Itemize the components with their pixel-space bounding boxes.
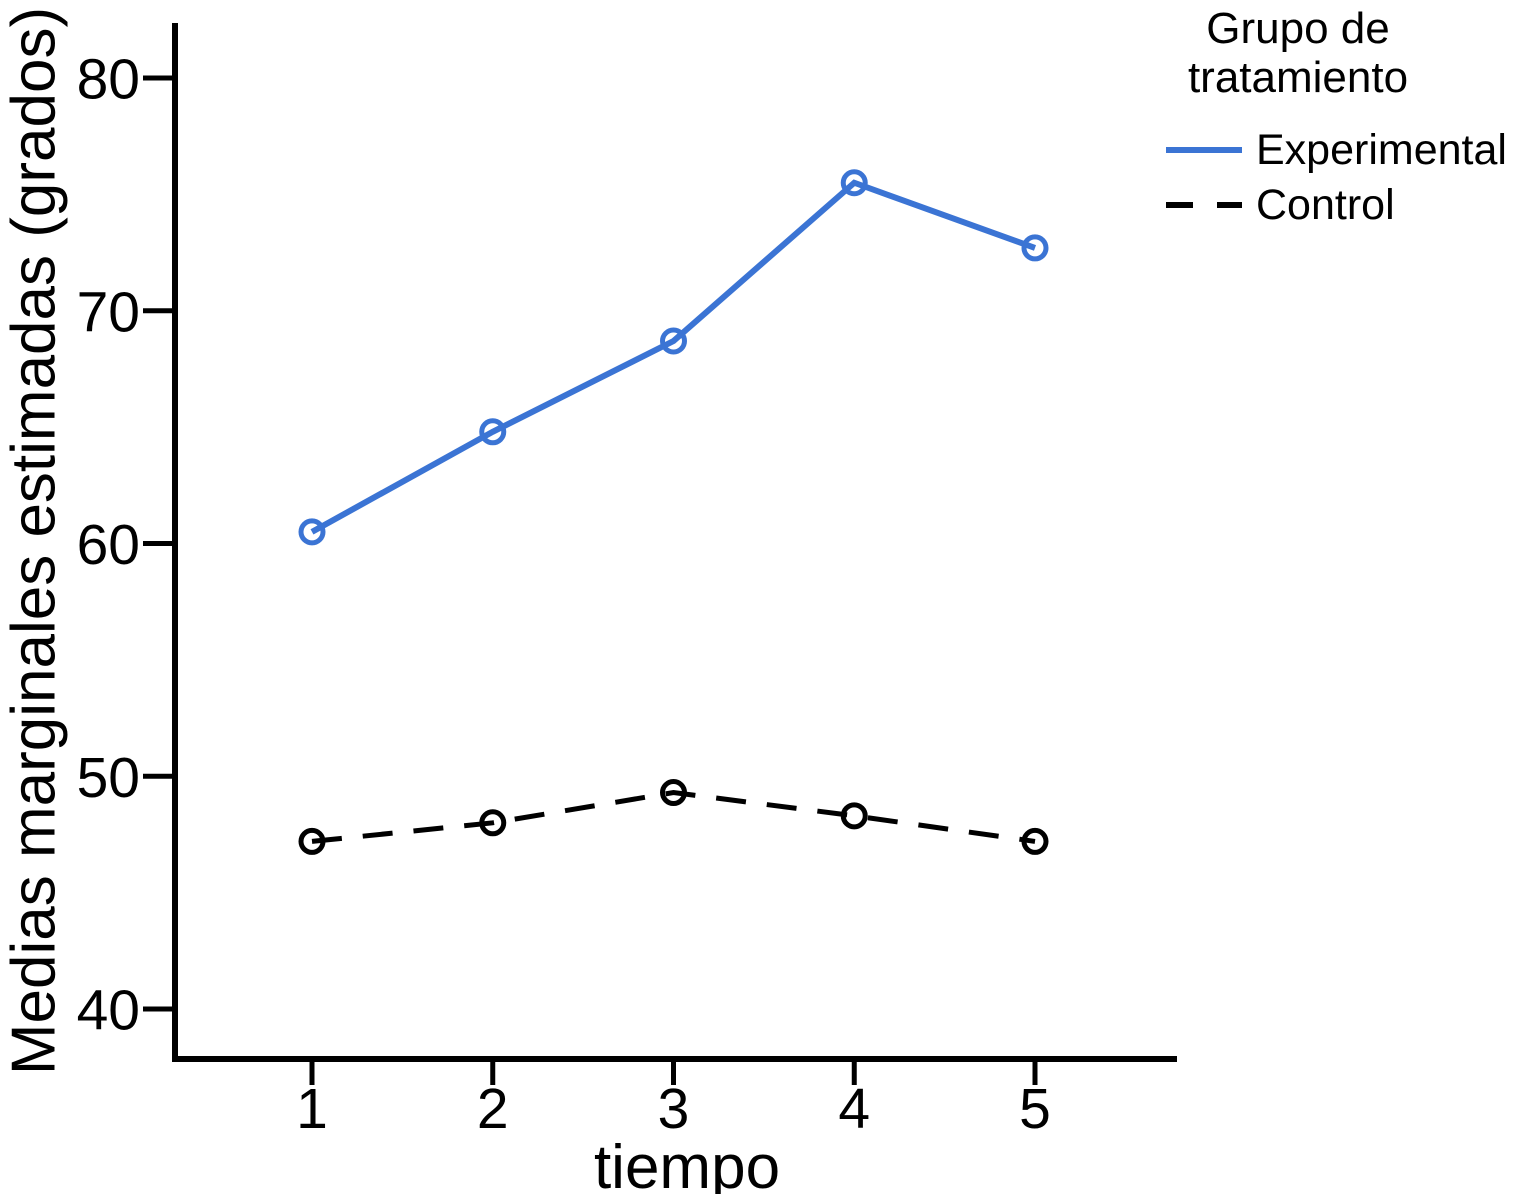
series-marker-experimental <box>298 518 326 546</box>
legend-label-control: Control <box>1256 180 1395 229</box>
y-axis-title: Medias marginales estimadas (grados) <box>0 6 69 1076</box>
series-marker-control <box>1021 827 1049 855</box>
y-tick-label: 40 <box>77 979 140 1043</box>
series-marker-control <box>479 809 507 837</box>
x-tick-label: 5 <box>1019 1077 1051 1141</box>
series-marker-control <box>840 802 868 830</box>
series-marker-experimental <box>660 327 687 355</box>
x-tick-label: 2 <box>477 1077 509 1141</box>
y-tick-label: 80 <box>77 48 140 112</box>
series-marker-control <box>298 827 326 855</box>
legend-item-control: Control <box>1163 178 1513 233</box>
series-marker-experimental <box>479 418 507 446</box>
legend-sample-dashed-line-icon <box>1166 202 1242 209</box>
legend-title: Grupo de tratamiento <box>1187 4 1409 103</box>
y-tick-label: 50 <box>77 746 140 810</box>
legend-item-experimental: Experimental <box>1163 123 1513 178</box>
x-tick-label: 4 <box>838 1077 870 1141</box>
series-marker-experimental <box>840 169 868 197</box>
legend: Grupo de tratamiento Experimental Contro… <box>1163 4 1513 233</box>
series-marker-experimental <box>1021 234 1049 262</box>
x-axis-title: tiempo <box>593 1133 781 1194</box>
x-tick-label: 1 <box>296 1077 328 1141</box>
legend-sample-solid-line-icon <box>1166 147 1242 154</box>
series-line-experimental <box>310 179 1037 535</box>
series-marker-control <box>660 779 687 807</box>
series-line-control <box>311 790 1036 844</box>
y-tick-label: 60 <box>77 513 140 577</box>
x-tick-label: 3 <box>658 1077 690 1141</box>
legend-label-experimental: Experimental <box>1256 125 1507 174</box>
y-tick-label: 70 <box>77 280 140 344</box>
